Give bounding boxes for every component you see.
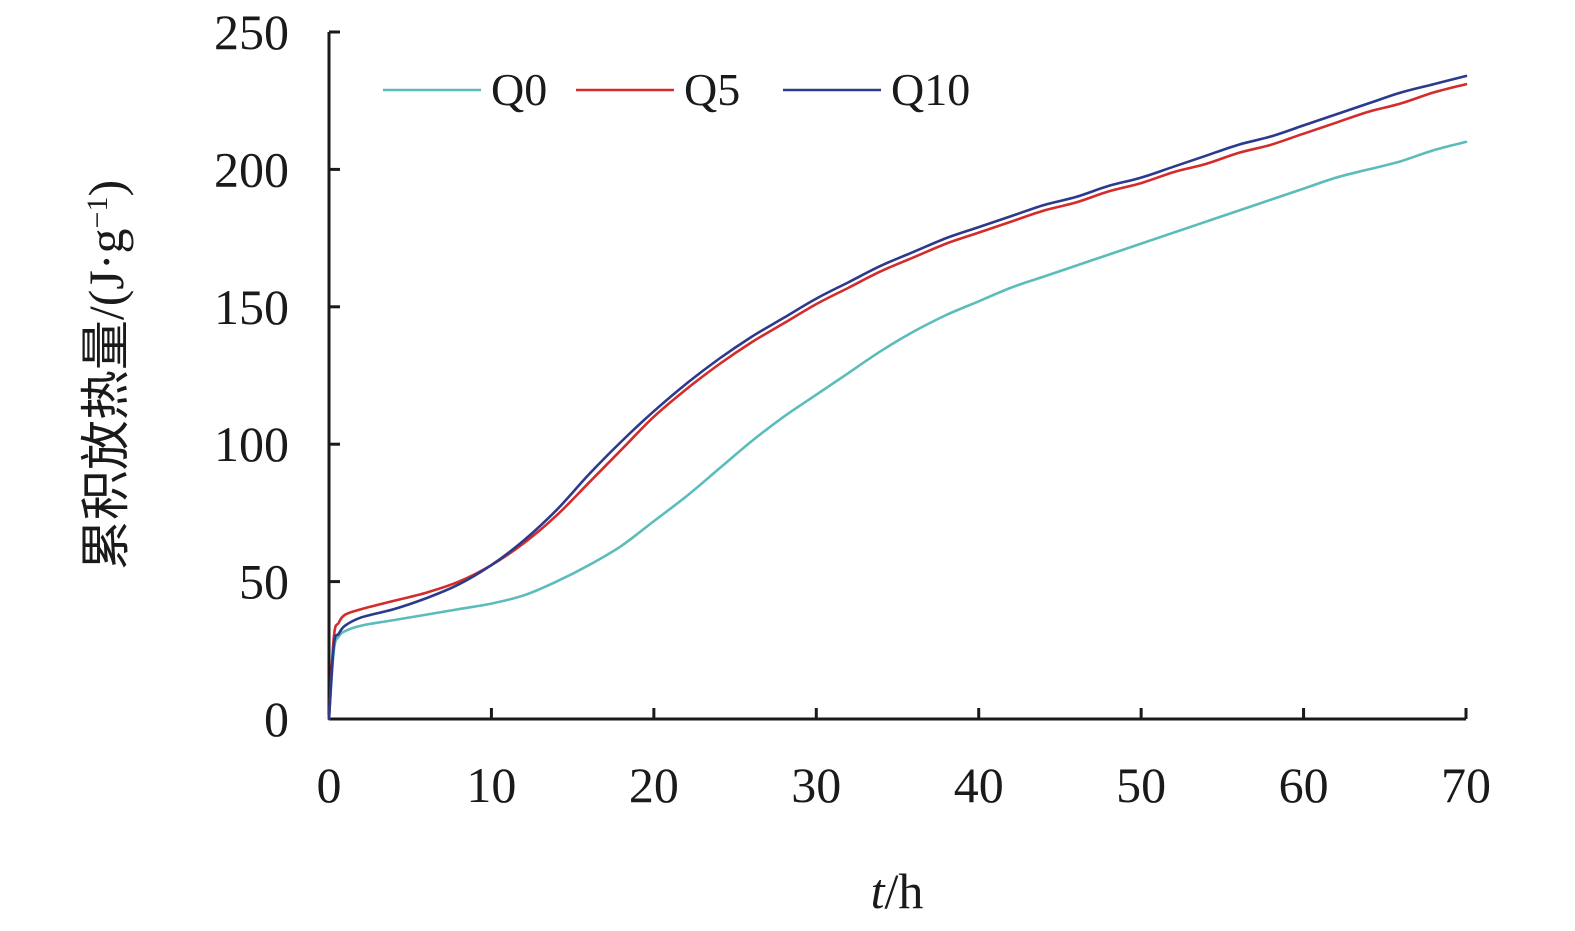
legend-label-q0: Q0 [491, 64, 547, 115]
x-tick-label: 30 [791, 757, 841, 813]
y-tick-label: 0 [264, 691, 289, 747]
legend-label-q5: Q5 [684, 64, 740, 115]
y-tick-label: 150 [214, 279, 289, 335]
y-tick-label: 250 [214, 4, 289, 60]
plot-area [327, 32, 1466, 721]
x-axis-label: t/h [871, 863, 924, 919]
series-line-q10 [327, 74, 1468, 721]
y-tick-label: 200 [214, 141, 289, 197]
series-line-q5 [327, 82, 1468, 721]
y-axis-label: 累积放热量/(J·g−1) [78, 180, 134, 570]
series-line-q0 [327, 140, 1468, 721]
y-axis-label-close: ) [78, 180, 134, 197]
y-tick-label: 100 [214, 416, 289, 472]
x-ticks: 0 10 20 30 40 50 60 70 [317, 708, 1491, 813]
x-tick-label: 70 [1441, 757, 1491, 813]
y-ticks: 0 50 100 150 200 250 [214, 4, 340, 747]
y-tick-label: 50 [239, 554, 289, 610]
series-lines [327, 74, 1468, 721]
x-tick-label: 60 [1279, 757, 1329, 813]
x-tick-label: 10 [466, 757, 516, 813]
x-tick-label: 40 [954, 757, 1004, 813]
y-axis-label-exponent: −1 [81, 197, 114, 229]
legend: Q0 Q5 Q10 [383, 64, 970, 115]
x-tick-label: 0 [317, 757, 342, 813]
x-axis-label-unit: /h [885, 863, 924, 919]
legend-label-q10: Q10 [891, 64, 970, 115]
y-axis-label-main: 累积放热量/(J·g [78, 228, 134, 570]
x-axis-label-variable: t [871, 863, 886, 919]
x-tick-label: 20 [629, 757, 679, 813]
x-tick-label: 50 [1116, 757, 1166, 813]
